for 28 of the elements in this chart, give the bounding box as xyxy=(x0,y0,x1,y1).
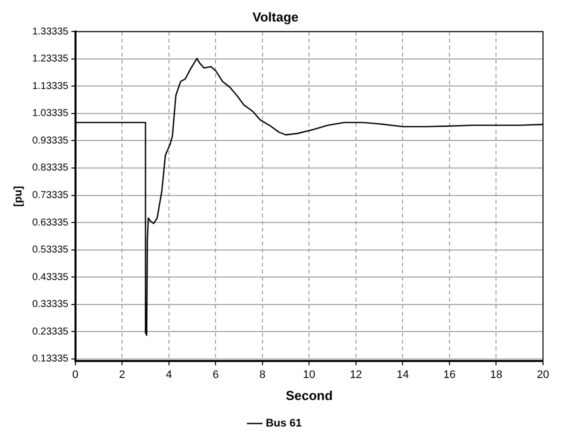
y-tick-label: 0.33335 xyxy=(32,299,69,310)
y-tick-label: 1.03335 xyxy=(32,108,69,120)
y-tick-label: 1.13335 xyxy=(32,80,69,92)
y-tick-label: 0.43335 xyxy=(32,272,69,283)
y-tick-label: 0.73335 xyxy=(32,190,69,202)
x-axis-title: Second xyxy=(286,388,333,403)
x-tick-label: 10 xyxy=(303,368,316,381)
y-tick-label: 0.53335 xyxy=(32,244,69,256)
chart-title: Voltage xyxy=(252,9,298,24)
x-tick-label: 0 xyxy=(72,368,78,381)
x-tick-label: 12 xyxy=(350,368,362,381)
y-tick-label: 0.23335 xyxy=(32,326,69,338)
x-tick-label: 18 xyxy=(490,368,502,381)
y-axis-title: [pu] xyxy=(12,186,25,207)
x-tick-label: 8 xyxy=(259,368,266,381)
y-tick-label: 0.63335 xyxy=(32,217,69,228)
y-tick-label: 0.93335 xyxy=(32,135,69,146)
y-tick-label: 1.33335 xyxy=(32,26,69,38)
x-tick-label: 16 xyxy=(443,368,456,381)
x-tick-label: 6 xyxy=(212,368,219,381)
x-tick-label: 14 xyxy=(396,368,409,381)
y-tick-label: 1.23335 xyxy=(32,54,69,65)
y-tick-label: 0.83335 xyxy=(32,162,69,174)
x-tick-label: 2 xyxy=(119,368,126,381)
x-tick-label: 20 xyxy=(536,368,550,381)
y-tick-label: 0.13335 xyxy=(32,354,69,365)
x-tick-label: 4 xyxy=(166,368,172,381)
legend-label: Bus 61 xyxy=(266,418,302,430)
